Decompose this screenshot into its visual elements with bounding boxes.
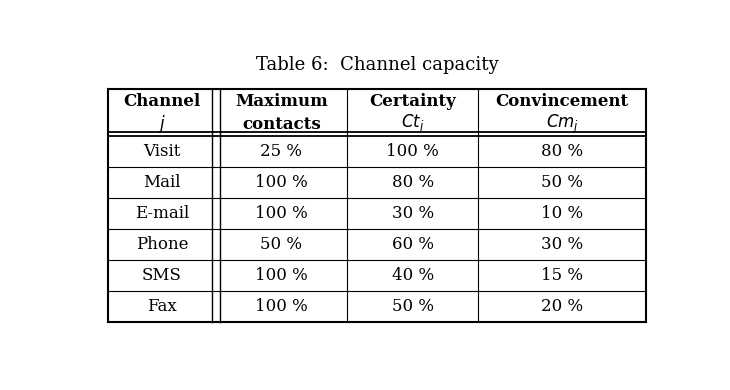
Text: 50 %: 50 % [541, 174, 583, 191]
Text: 80 %: 80 % [392, 174, 434, 191]
Text: 50 %: 50 % [392, 298, 434, 315]
Text: Visit: Visit [143, 143, 180, 160]
Text: 100 %: 100 % [255, 298, 308, 315]
Text: 100 %: 100 % [255, 205, 308, 222]
Text: Maximum: Maximum [235, 93, 328, 110]
Text: 50 %: 50 % [261, 236, 302, 253]
Text: 100 %: 100 % [386, 143, 439, 160]
Text: 15 %: 15 % [541, 267, 583, 284]
Text: E-mail: E-mail [135, 205, 189, 222]
Text: Certainty: Certainty [369, 93, 456, 110]
Text: Phone: Phone [136, 236, 188, 253]
Text: 30 %: 30 % [392, 205, 434, 222]
Text: $j$: $j$ [158, 113, 166, 135]
Text: $Cm_j$: $Cm_j$ [545, 113, 579, 136]
Text: 20 %: 20 % [541, 298, 583, 315]
Text: 60 %: 60 % [392, 236, 434, 253]
Text: 80 %: 80 % [541, 143, 583, 160]
Text: Mail: Mail [143, 174, 181, 191]
Text: 100 %: 100 % [255, 174, 308, 191]
Text: 25 %: 25 % [261, 143, 302, 160]
Text: 10 %: 10 % [541, 205, 583, 222]
Text: 40 %: 40 % [392, 267, 434, 284]
Text: 30 %: 30 % [541, 236, 583, 253]
Text: SMS: SMS [142, 267, 182, 284]
Text: 100 %: 100 % [255, 267, 308, 284]
Text: Convincement: Convincement [496, 93, 629, 110]
Text: Table 6:  Channel capacity: Table 6: Channel capacity [255, 56, 499, 74]
Text: $Ct_j$: $Ct_j$ [401, 113, 424, 136]
Text: Channel: Channel [123, 93, 201, 110]
Text: contacts: contacts [242, 116, 320, 133]
Text: Fax: Fax [147, 298, 177, 315]
